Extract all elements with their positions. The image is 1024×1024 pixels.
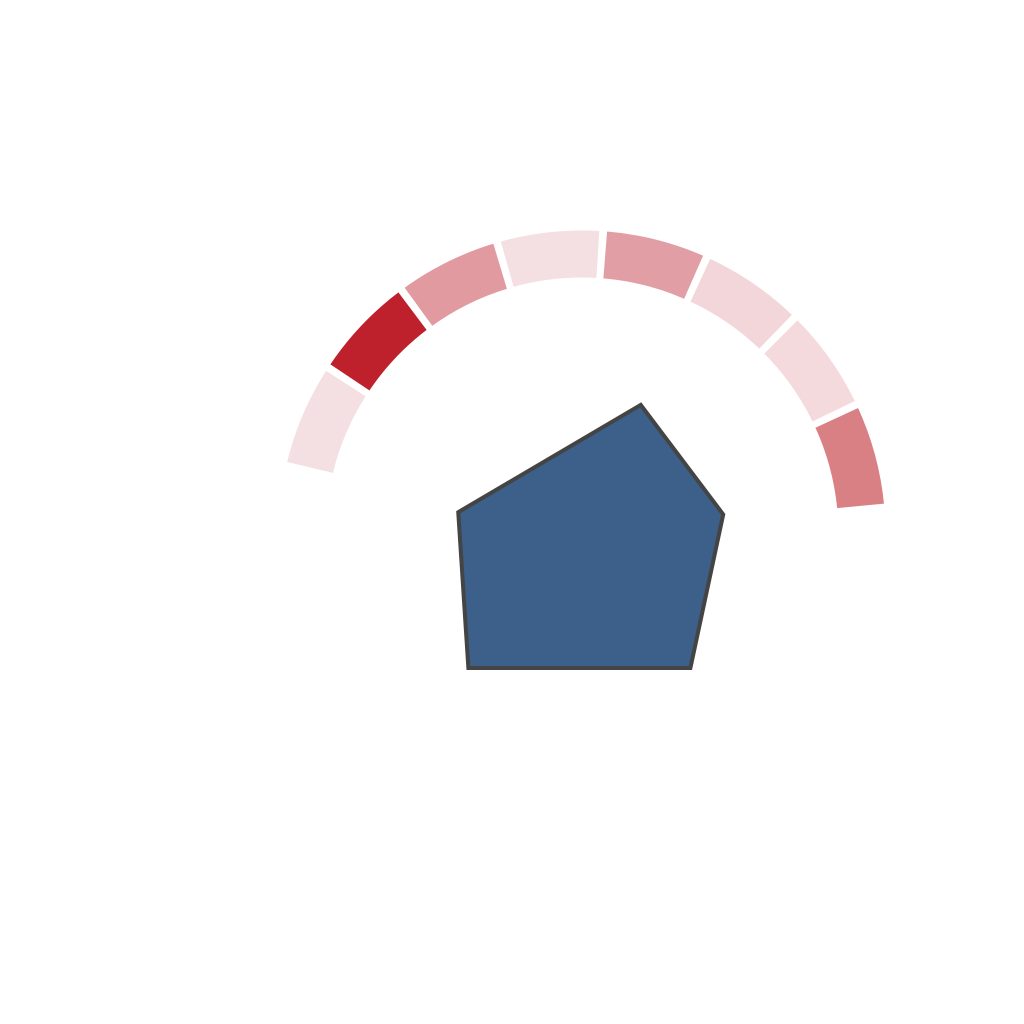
series-polygon	[456, 402, 726, 670]
arc-segment-4	[497, 227, 603, 291]
polygon-series	[456, 402, 726, 670]
arc-segment-8	[811, 404, 888, 512]
arc-segment-2	[326, 288, 431, 395]
arc-segments	[283, 227, 888, 512]
arc-segment-1	[283, 366, 370, 477]
arc-segment-3	[400, 239, 511, 330]
arc-segment-6	[686, 254, 797, 353]
arc-segment-7	[760, 316, 859, 426]
arc-segment-5	[600, 228, 708, 303]
